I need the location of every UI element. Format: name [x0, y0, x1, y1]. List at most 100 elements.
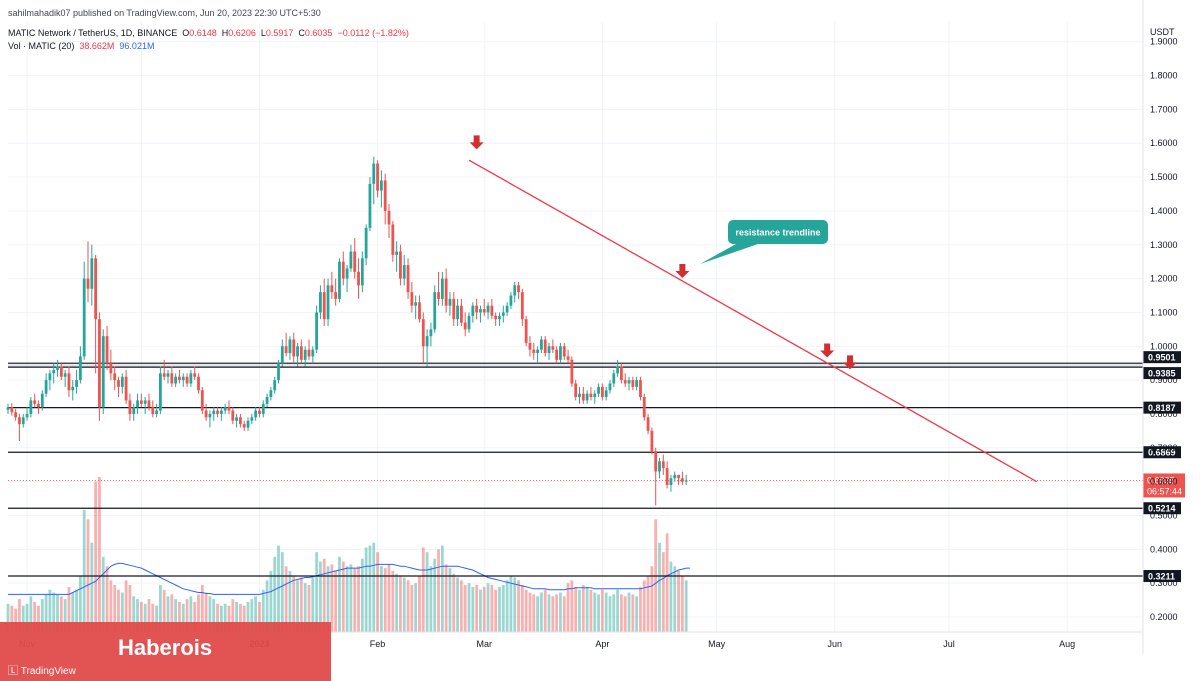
- candle-body: [379, 180, 383, 191]
- volume-bar: [277, 545, 280, 632]
- candle-body: [227, 407, 231, 411]
- volume-bar: [338, 556, 341, 632]
- candle-body: [471, 305, 475, 316]
- volume-bar: [37, 605, 40, 632]
- volume-bar: [418, 575, 421, 632]
- candle-body: [459, 305, 463, 323]
- candle-body: [364, 227, 368, 259]
- volume-bar: [139, 601, 143, 632]
- volume-bar: [67, 586, 71, 632]
- candle-body: [357, 271, 360, 286]
- low-label: L: [260, 28, 266, 38]
- candle-body: [25, 413, 29, 418]
- y-tick-label: 0.6000: [1150, 477, 1178, 487]
- volume-label[interactable]: Vol · MATIC (20): [8, 41, 75, 51]
- candle-body: [44, 380, 48, 394]
- candle-body: [334, 292, 338, 299]
- candle-body: [600, 386, 604, 398]
- volume-bar: [680, 575, 684, 632]
- candle-body: [475, 305, 479, 313]
- volume-bar: [136, 599, 139, 632]
- candle-body: [338, 261, 341, 299]
- candle-body: [524, 319, 528, 343]
- candle-body: [33, 400, 37, 404]
- volume-bar: [559, 592, 562, 632]
- volume-bar: [159, 585, 162, 632]
- volume-bar: [509, 575, 513, 632]
- y-tick-label: 1.9000: [1150, 37, 1178, 47]
- candle-body: [185, 376, 189, 384]
- volume-bar: [524, 589, 528, 632]
- volume-bar: [433, 558, 437, 632]
- volume-bar: [197, 594, 200, 632]
- volume-bar: [471, 586, 475, 632]
- candle-body: [585, 393, 589, 401]
- candle-body: [113, 373, 117, 381]
- volume-bar: [71, 592, 75, 632]
- volume-bar: [387, 564, 391, 632]
- candle-body: [536, 349, 539, 354]
- volume-ma-line: [8, 562, 690, 595]
- candle-body: [486, 305, 490, 313]
- volume-bar: [494, 589, 498, 632]
- volume-bar: [440, 545, 444, 632]
- candle-body: [98, 319, 101, 408]
- volume-bar: [479, 589, 482, 632]
- candle-body: [581, 393, 585, 401]
- volume-bar: [376, 552, 379, 632]
- volume-bar: [684, 580, 688, 632]
- volume-bar: [235, 601, 238, 632]
- volume-bar: [33, 601, 37, 632]
- candle-body: [326, 285, 330, 320]
- volume-bar: [52, 592, 56, 632]
- volume-bar: [517, 580, 520, 632]
- candle-body: [105, 336, 109, 364]
- volume-bar: [402, 577, 406, 632]
- candle-body: [406, 265, 410, 293]
- symbol-name[interactable]: MATIC Network / TetherUS, 1D, BINANCE: [8, 28, 178, 38]
- volume-bar: [383, 568, 387, 632]
- volume-bar: [174, 599, 178, 632]
- volume-bar: [326, 566, 330, 632]
- candle-body: [246, 420, 250, 428]
- volume-bar: [178, 601, 181, 632]
- volume-bar: [75, 589, 78, 632]
- open-label: O: [182, 28, 190, 38]
- level-label-bg: [1143, 351, 1181, 364]
- candle-body: [63, 373, 67, 377]
- volume-bar: [227, 605, 231, 632]
- volume-bar: [78, 575, 82, 632]
- volume-bar: [21, 605, 25, 632]
- y-tick-label: 1.2000: [1150, 274, 1178, 284]
- candle-body: [277, 363, 280, 381]
- candle-body: [376, 163, 379, 191]
- candle-body: [631, 380, 635, 387]
- volume-bar: [219, 605, 223, 632]
- down-arrow-marker: [675, 263, 690, 278]
- volume-bar: [189, 596, 193, 632]
- candle-body: [566, 356, 570, 360]
- volume-line: Vol · MATIC (20) 38.662M 96.021M: [8, 41, 154, 51]
- candle-body: [498, 315, 501, 320]
- volume-bar: [353, 568, 357, 632]
- candle-body: [463, 322, 467, 330]
- candle-body: [139, 400, 143, 404]
- volume-bar: [204, 592, 208, 632]
- candle-body: [284, 346, 288, 354]
- candle-body: [452, 298, 456, 320]
- candle-body: [646, 417, 650, 431]
- volume-bar: [421, 547, 425, 632]
- tradingview-logo-text: TradingView: [20, 666, 76, 677]
- volume-bar: [299, 577, 303, 632]
- candle-body: [559, 346, 562, 360]
- candle-body: [520, 292, 524, 320]
- candle-body: [265, 397, 269, 404]
- volume-bar: [665, 533, 669, 632]
- volume-bar: [551, 596, 555, 632]
- volume-bar: [319, 561, 322, 632]
- candle-body: [71, 386, 75, 391]
- candle-body: [479, 309, 482, 313]
- volume-bar: [117, 589, 120, 632]
- candle-body: [82, 278, 86, 357]
